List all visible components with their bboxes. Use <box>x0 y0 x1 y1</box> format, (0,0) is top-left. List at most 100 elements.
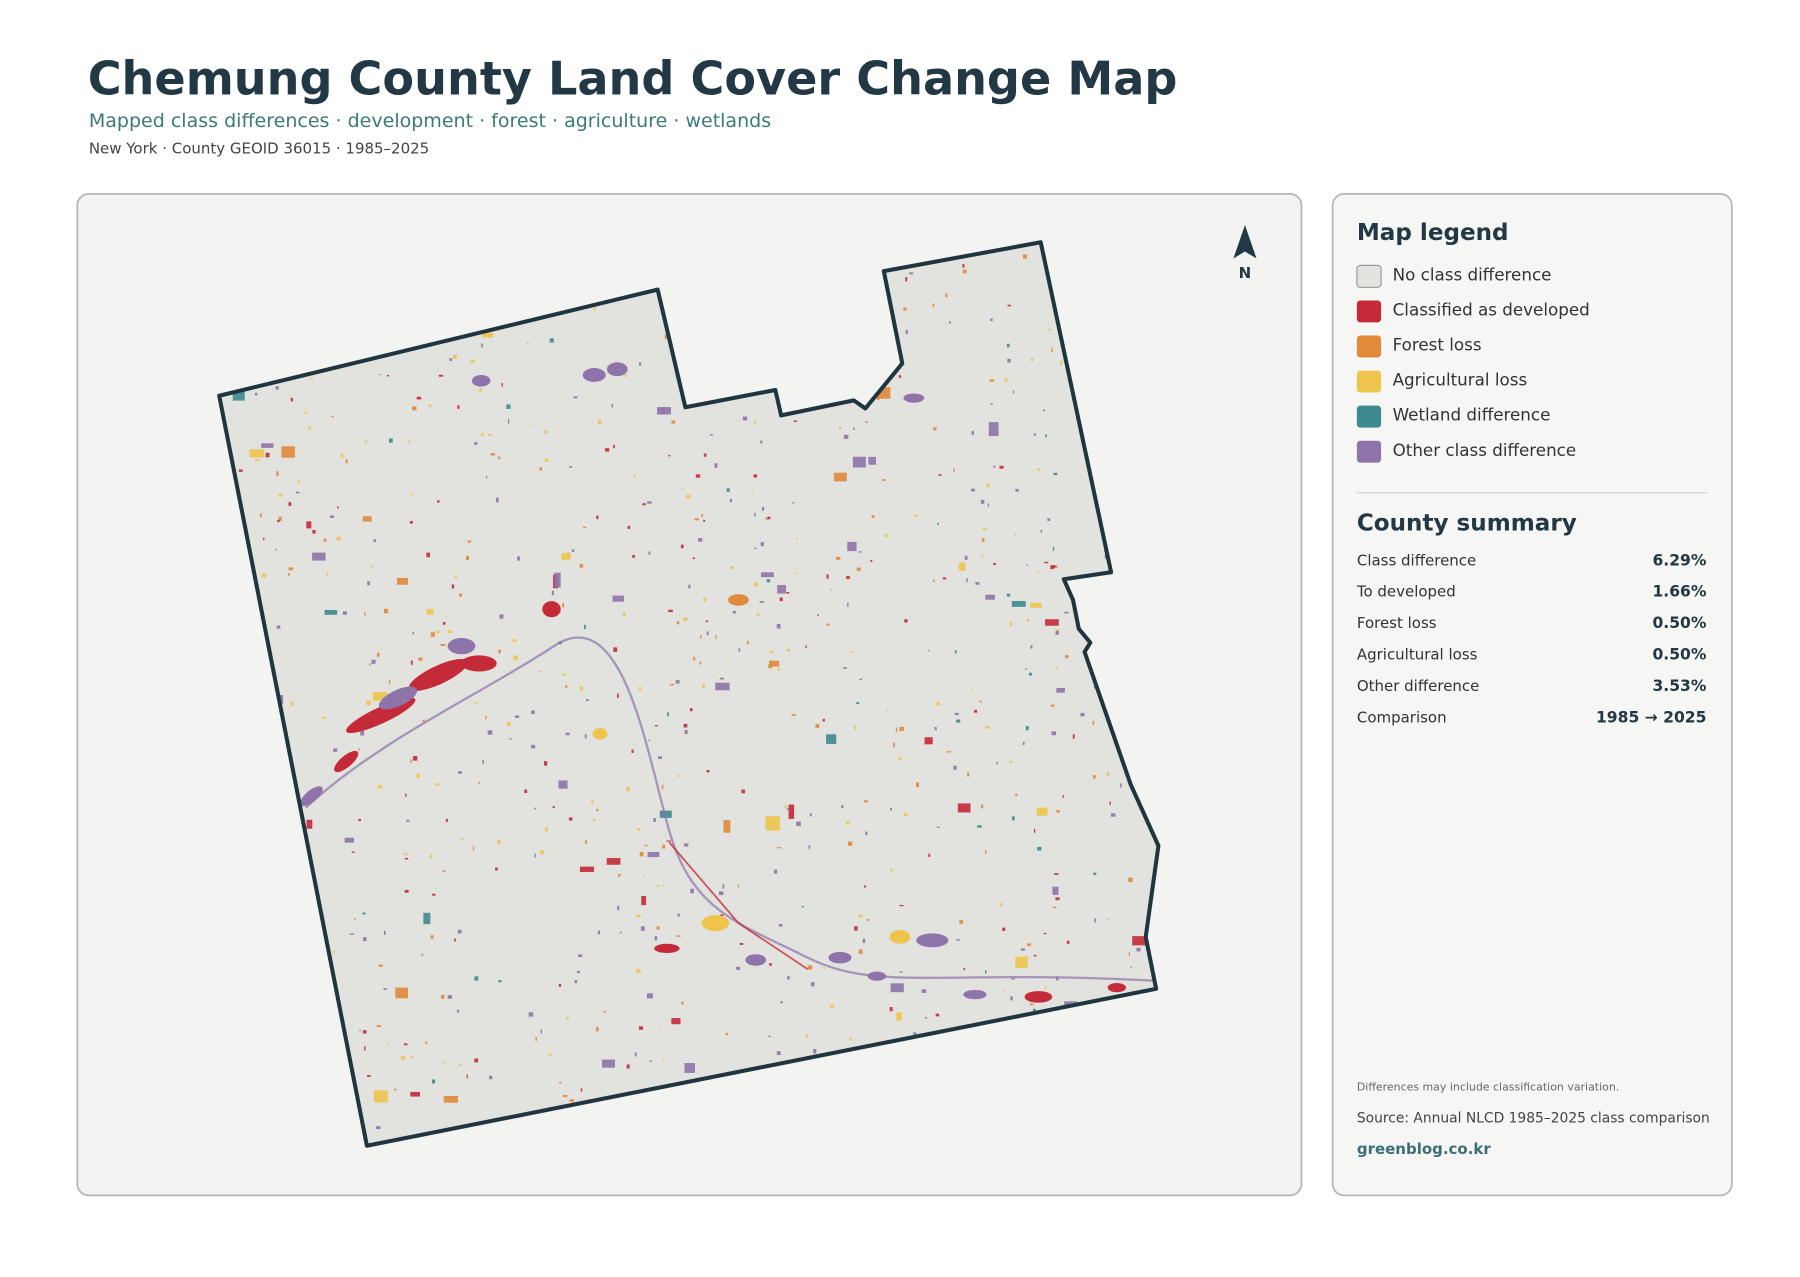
change-patch <box>714 463 718 468</box>
change-patch <box>265 452 270 458</box>
change-patch <box>332 950 335 954</box>
change-patch <box>999 903 1003 906</box>
change-patch <box>822 718 825 722</box>
change-patch <box>358 818 361 822</box>
change-patch <box>662 884 665 886</box>
change-patch <box>512 639 517 642</box>
change-patch <box>277 519 280 523</box>
change-patch <box>539 467 543 471</box>
change-patch <box>545 827 548 832</box>
change-patch <box>531 710 535 715</box>
change-patch <box>445 615 447 618</box>
change-patch <box>474 1058 479 1063</box>
change-patch <box>890 868 893 872</box>
change-patch <box>306 521 312 529</box>
change-patch <box>443 1095 459 1103</box>
change-patch <box>249 449 265 458</box>
title: Chemung County Land Cover Change Map <box>88 52 1178 106</box>
change-patch <box>769 660 780 667</box>
change-patch <box>688 584 691 589</box>
change-patch <box>603 1010 607 1013</box>
change-patch <box>275 386 279 390</box>
change-patch <box>562 1094 568 1098</box>
change-patch <box>1028 672 1033 676</box>
change-patch <box>898 375 901 378</box>
change-patch <box>793 420 798 423</box>
change-patch <box>999 465 1004 469</box>
change-patch <box>579 866 595 873</box>
legend-swatch <box>1356 370 1382 393</box>
change-patch <box>993 465 996 468</box>
change-patch <box>642 503 646 506</box>
change-patch <box>558 780 568 789</box>
change-patch <box>899 971 903 973</box>
change-patch <box>423 912 431 925</box>
change-patch <box>383 930 386 935</box>
change-patch <box>524 789 528 793</box>
change-cluster <box>334 750 359 773</box>
change-patch <box>611 403 614 408</box>
change-patch <box>372 692 388 701</box>
change-patch <box>633 475 636 478</box>
change-patch <box>367 581 370 586</box>
change-patch <box>360 730 365 736</box>
change-patch <box>499 614 504 619</box>
change-patch <box>905 276 908 282</box>
change-patch <box>276 471 279 476</box>
change-patch <box>684 843 689 847</box>
change-patch <box>693 656 696 661</box>
change-patch <box>405 793 407 797</box>
change-patch <box>666 840 671 842</box>
change-patch <box>458 771 462 774</box>
change-patch <box>514 715 520 718</box>
change-patch <box>421 953 424 957</box>
change-cluster <box>916 933 949 948</box>
legend-label: Agricultural loss <box>1393 370 1528 390</box>
change-patch <box>643 874 645 876</box>
change-patch <box>261 443 274 448</box>
change-patch <box>1055 897 1060 901</box>
change-patch <box>576 970 581 974</box>
change-patch <box>809 813 812 817</box>
change-patch <box>760 572 774 578</box>
change-patch <box>1006 593 1011 597</box>
change-patch <box>340 453 344 458</box>
north-label: N <box>1239 264 1252 282</box>
change-patch <box>937 522 939 525</box>
change-patch <box>767 516 771 520</box>
change-patch <box>534 853 536 858</box>
change-cluster <box>300 786 323 807</box>
change-patch <box>921 989 927 993</box>
change-patch <box>654 725 658 727</box>
change-patch <box>706 770 710 773</box>
change-patch <box>773 869 778 874</box>
change-patch <box>639 851 644 857</box>
change-patch <box>323 538 327 543</box>
change-patch <box>1027 943 1031 947</box>
change-patch <box>466 555 469 561</box>
change-patch <box>331 415 334 418</box>
change-patch <box>559 1081 562 1084</box>
change-patch <box>387 1041 389 1045</box>
change-patch <box>813 1049 817 1054</box>
change-cluster <box>542 601 561 618</box>
change-patch <box>881 479 886 482</box>
change-cluster <box>889 929 911 944</box>
change-patch <box>531 744 536 749</box>
change-patch <box>826 623 830 626</box>
change-patch <box>290 397 293 402</box>
change-patch <box>376 1126 381 1130</box>
change-patch <box>971 687 973 690</box>
change-patch <box>864 885 867 888</box>
change-patch <box>1006 343 1010 348</box>
change-cluster <box>592 728 608 740</box>
meta: New York · County GEOID 36015 · 1985–202… <box>89 139 429 157</box>
change-patch <box>418 657 423 661</box>
change-patch <box>683 617 688 621</box>
change-patch <box>496 497 499 503</box>
change-patch <box>989 379 995 382</box>
change-cluster <box>654 943 680 954</box>
change-patch <box>1060 360 1063 366</box>
change-patch <box>787 648 791 652</box>
change-patch <box>1050 704 1055 707</box>
